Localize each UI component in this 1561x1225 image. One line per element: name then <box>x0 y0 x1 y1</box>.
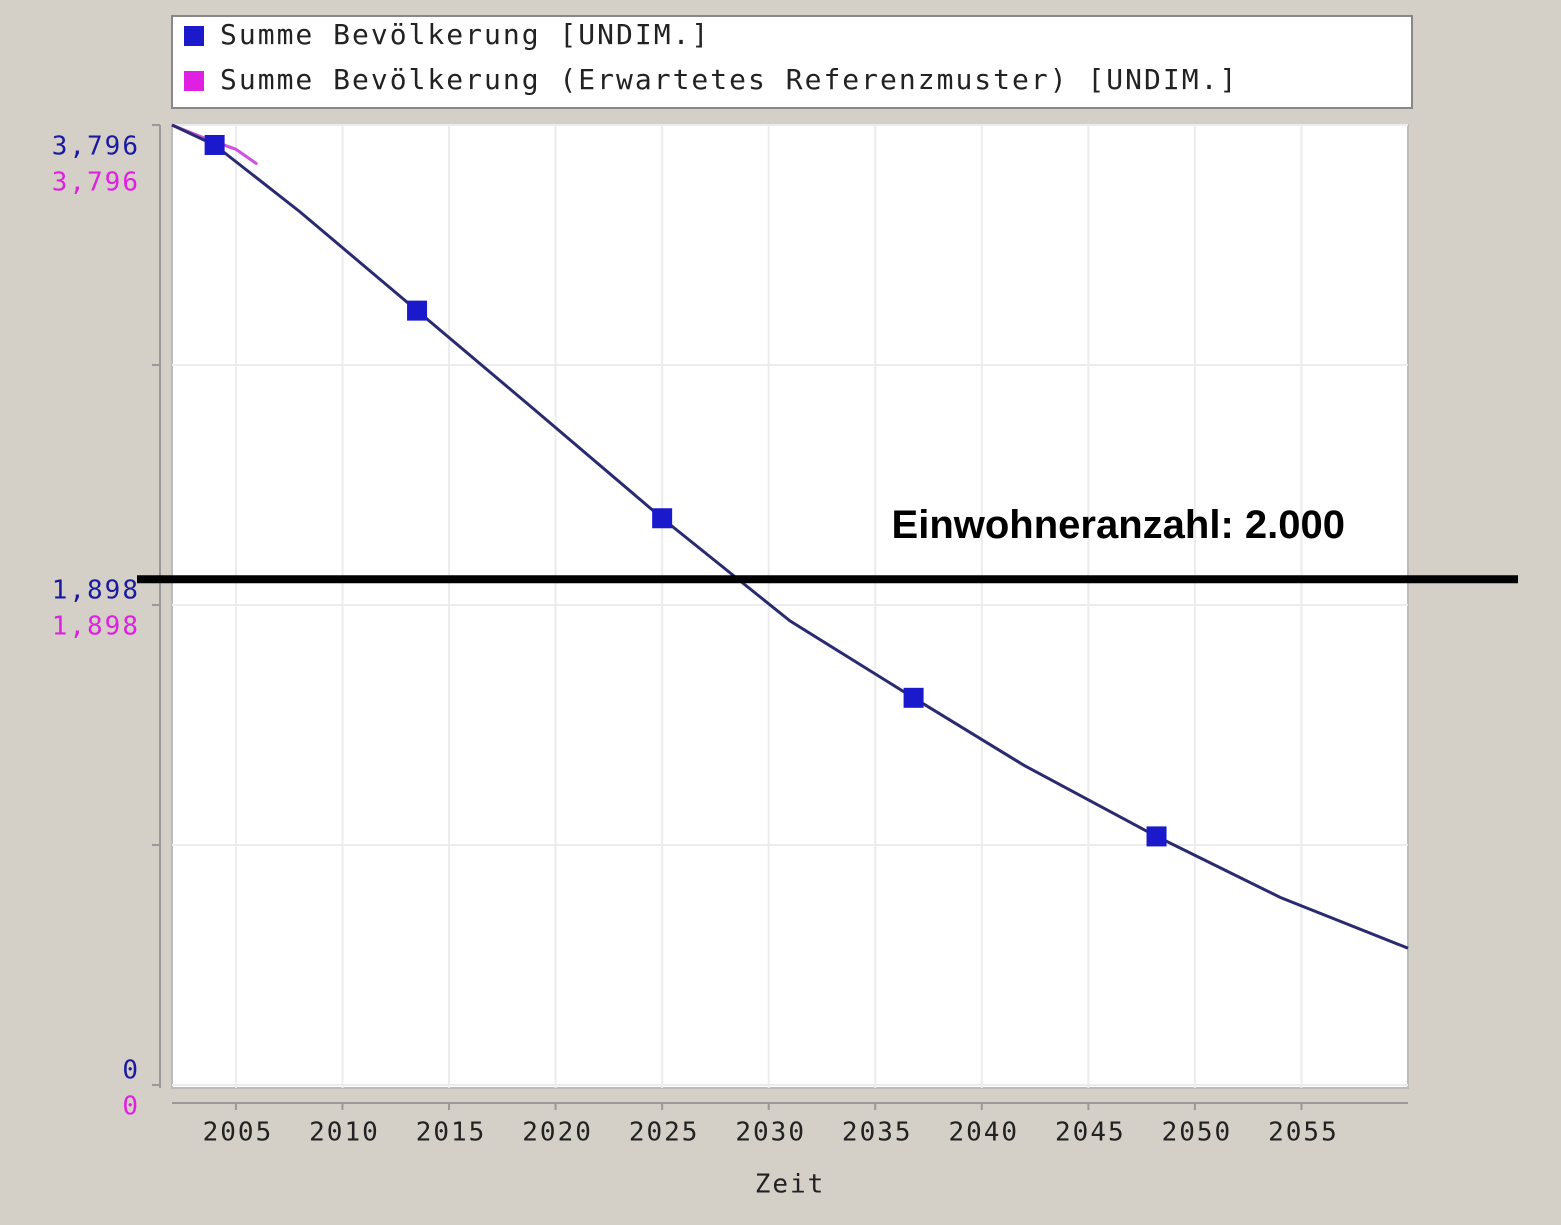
x-tick-label: 2045 <box>1055 1118 1126 1148</box>
x-axis-label: Zeit <box>755 1170 826 1200</box>
legend-label: Summe Bevölkerung (Erwartetes Referenzmu… <box>220 63 1238 96</box>
series-marker <box>652 508 673 529</box>
series-marker <box>903 687 924 708</box>
legend-swatch <box>184 71 204 91</box>
x-tick-label: 2055 <box>1268 1118 1339 1148</box>
x-tick-label: 2025 <box>629 1118 700 1148</box>
series-line <box>171 123 1409 950</box>
annotation: Einwohneranzahl: 2.000 <box>892 503 1345 547</box>
x-tick-label: 2015 <box>416 1118 487 1148</box>
x-tick-label: 2035 <box>842 1118 913 1148</box>
y2-tick-label: 3,796 <box>52 168 140 198</box>
x-tick-label: 2050 <box>1162 1118 1233 1148</box>
legend-swatch <box>184 26 204 46</box>
y-tick-label: 1,898 <box>52 576 140 606</box>
series-marker <box>407 300 428 321</box>
x-tick-label: 2030 <box>735 1118 806 1148</box>
x-tick-label: 2010 <box>309 1118 380 1148</box>
y2-tick-label: 1,898 <box>52 612 140 642</box>
x-tick-label: 2040 <box>948 1118 1019 1148</box>
plot-area <box>171 124 1409 1089</box>
series-marker <box>204 134 225 155</box>
series-marker <box>1146 826 1167 847</box>
y-tick-label: 3,796 <box>52 132 140 162</box>
x-tick-label: 2005 <box>203 1118 274 1148</box>
legend-label: Summe Bevölkerung [UNDIM.] <box>220 18 710 51</box>
x-tick-label: 2020 <box>522 1118 593 1148</box>
y-tick-label: 0 <box>122 1056 140 1086</box>
legend-box <box>171 15 1413 109</box>
y2-tick-label: 0 <box>122 1092 140 1122</box>
